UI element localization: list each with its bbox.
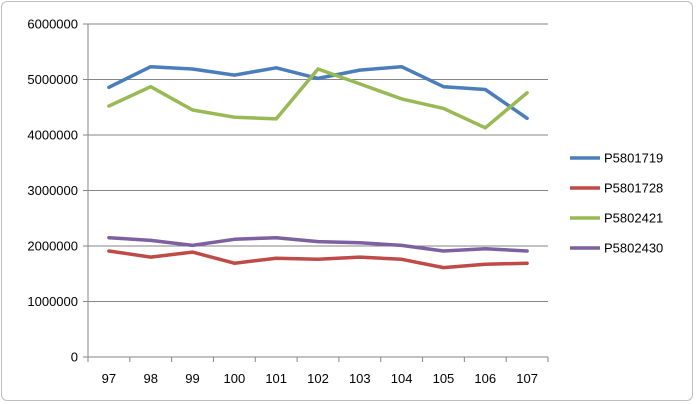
- series-line-p5802421: [107, 67, 529, 130]
- x-tick-label: 99: [185, 371, 199, 386]
- x-tick-label: 103: [349, 371, 371, 386]
- y-tick-label: 0: [71, 350, 78, 365]
- x-tick-label: 101: [265, 371, 287, 386]
- series-lines: [107, 64, 529, 270]
- x-tick-label: 104: [391, 371, 413, 386]
- y-tick-labels: 0 1000000 2000000 3000000 4000000 5000000 6000…: [27, 17, 78, 365]
- y-tick-label: 2000000: [27, 239, 78, 254]
- y-tick-label: 3000000: [27, 183, 78, 198]
- y-tick-label: 5000000: [27, 72, 78, 87]
- legend-label-p5801728: P5801728: [604, 181, 663, 196]
- series-line-p5802430: [107, 235, 529, 253]
- legend-label-p5802430: P5802430: [604, 241, 663, 256]
- y-tick-label: 6000000: [27, 17, 78, 32]
- x-tick-label: 106: [474, 371, 496, 386]
- axes: [83, 23, 549, 362]
- x-tick-label: 105: [433, 371, 455, 386]
- legend: P5801719 P5801728 P5802421 P5802430: [570, 151, 663, 256]
- x-tick-label: 98: [143, 371, 157, 386]
- legend-label-p5801719: P5801719: [604, 151, 663, 166]
- x-tick-label: 107: [516, 371, 538, 386]
- x-tick-label: 100: [224, 371, 246, 386]
- x-tick-labels: 97 98 99 100 101 102 103 104 105 106 107: [102, 371, 538, 386]
- series-line-p5801728: [107, 249, 529, 270]
- x-tick-label: 102: [307, 371, 329, 386]
- series-line-p5801719: [107, 64, 529, 121]
- legend-label-p5802421: P5802421: [604, 211, 663, 226]
- y-tick-label: 1000000: [27, 294, 78, 309]
- x-tick-label: 97: [102, 371, 116, 386]
- y-tick-label: 4000000: [27, 128, 78, 143]
